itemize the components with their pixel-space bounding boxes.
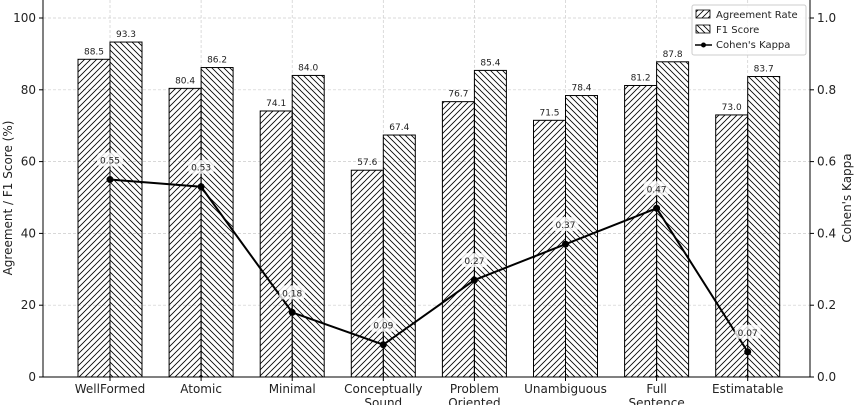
kappa-point: [744, 348, 752, 356]
y-axis-label: Agreement / F1 Score (%): [1, 121, 15, 276]
x-tick-label: Full Sentence: [628, 382, 684, 405]
kappa-point: [288, 308, 296, 316]
kappa-label-box: [97, 152, 123, 167]
bar-f1: [473, 69, 507, 378]
label-agreement: 57.6: [357, 158, 377, 168]
y-axis-right-label: Cohen's Kappa: [840, 153, 854, 242]
legend-label-f1: F1 Score: [716, 25, 759, 36]
kappa-polyline: [109, 178, 749, 353]
label-f1: 67.4: [389, 123, 409, 133]
bar-f1: [109, 41, 143, 378]
label-agreement: 74.1: [266, 99, 286, 109]
kappa-line: 0.55 0.53 0.18 0.09 0.27 0.37 0.47 0.07: [97, 152, 761, 356]
bar-f1: [656, 61, 690, 378]
kappa-label-box: [461, 253, 488, 268]
label-f1: 84.0: [298, 63, 318, 73]
legend-swatch-f1: [695, 24, 711, 34]
kappa-label-box: [643, 181, 670, 196]
label-f1: 78.4: [571, 84, 591, 94]
y-tick-label: 80: [21, 83, 36, 97]
legend-label-agreement: Agreement Rate: [716, 10, 798, 21]
bar-f1: [291, 74, 325, 378]
bar-f1: [382, 134, 416, 378]
x-tick-label: WellFormed: [75, 382, 145, 396]
kappa-label: 0.37: [555, 221, 575, 231]
y-right-tick-label: 0.2: [817, 298, 836, 312]
bar-f1: [565, 95, 598, 378]
y-right-tick-label: 0.4: [817, 226, 836, 240]
kappa-point: [106, 176, 114, 184]
legend: Agreement Rate F1 Score Cohen's Kappa: [691, 4, 807, 56]
label-f1: 93.3: [116, 30, 136, 40]
y-tick-label: 40: [21, 226, 36, 240]
bar-agreement: [624, 84, 658, 378]
y-right-tick-label: 0.8: [817, 83, 836, 97]
kappa-label-box: [552, 217, 579, 232]
kappa-label-box: [279, 285, 306, 300]
label-agreement: 73.0: [722, 103, 742, 113]
bar-agreement: [168, 87, 202, 378]
kappa-point: [653, 204, 661, 212]
label-agreement: 76.7: [448, 90, 468, 100]
x-tick-label: Conceptually Sound: [344, 382, 422, 405]
kappa-label: 0.27: [464, 257, 484, 267]
bar-agreement: [259, 110, 293, 378]
bar-agreement: [441, 101, 475, 378]
y-right-tick-label: 0.6: [817, 155, 836, 169]
legend-label-kappa: Cohen's Kappa: [716, 40, 790, 51]
y-right-tick-label: 0.0: [817, 370, 836, 384]
y-right-tick-label: 1.0: [817, 11, 836, 25]
legend-swatch-agreement: [695, 9, 711, 19]
kappa-point: [379, 341, 387, 349]
bar-agreement: [77, 58, 111, 378]
label-agreement: 81.2: [631, 73, 651, 83]
axes: 0 20 40 60 80 100 0.0 0.2 0.4 0.6 0.8 1.0 WellFormed…: [13, 0, 836, 409]
kappa-label-box: [188, 159, 215, 174]
y-tick-label: 20: [21, 298, 36, 312]
kappa-label: 0.55: [100, 157, 120, 167]
grid: [43, 0, 810, 378]
bar-f1: [200, 67, 234, 378]
x-tick-label: Estimatable: [712, 382, 783, 396]
kappa-label: 0.07: [738, 329, 758, 339]
x-tick-label: Unambiguous: [524, 382, 607, 396]
kappa-label: 0.53: [191, 164, 211, 174]
bar-agreement: [533, 119, 566, 378]
label-f1: 86.2: [207, 56, 227, 66]
x-tick-label: Atomic: [180, 382, 222, 396]
x-tick-label: Minimal: [269, 382, 316, 396]
legend-marker-kappa: [701, 42, 706, 48]
label-agreement: 71.5: [539, 108, 559, 118]
kappa-label-box: [370, 317, 397, 332]
label-agreement: 80.4: [175, 76, 195, 86]
label-f1: 83.7: [754, 65, 774, 75]
label-f1: 85.4: [480, 58, 500, 68]
kappa-label: 0.47: [647, 185, 667, 195]
y-tick-label: 100: [13, 11, 36, 25]
kappa-label: 0.09: [373, 322, 393, 332]
y-tick-label: 0: [28, 370, 36, 384]
y-tick-label: 60: [21, 155, 36, 169]
kappa-label: 0.18: [282, 289, 302, 299]
kappa-point: [197, 183, 205, 191]
bar-agreement: [350, 169, 384, 378]
x-tick-label: Problem Oriented: [448, 382, 500, 405]
label-agreement: 88.5: [84, 47, 104, 57]
kappa-point: [470, 276, 478, 284]
kappa-point: [562, 240, 569, 248]
label-f1: 87.8: [663, 50, 683, 60]
bars: 88.5 80.4 74.1 57.6 76.7 71.5 81.2 73.0 93.3 86.2…: [77, 30, 781, 378]
kappa-label-box: [734, 324, 761, 339]
